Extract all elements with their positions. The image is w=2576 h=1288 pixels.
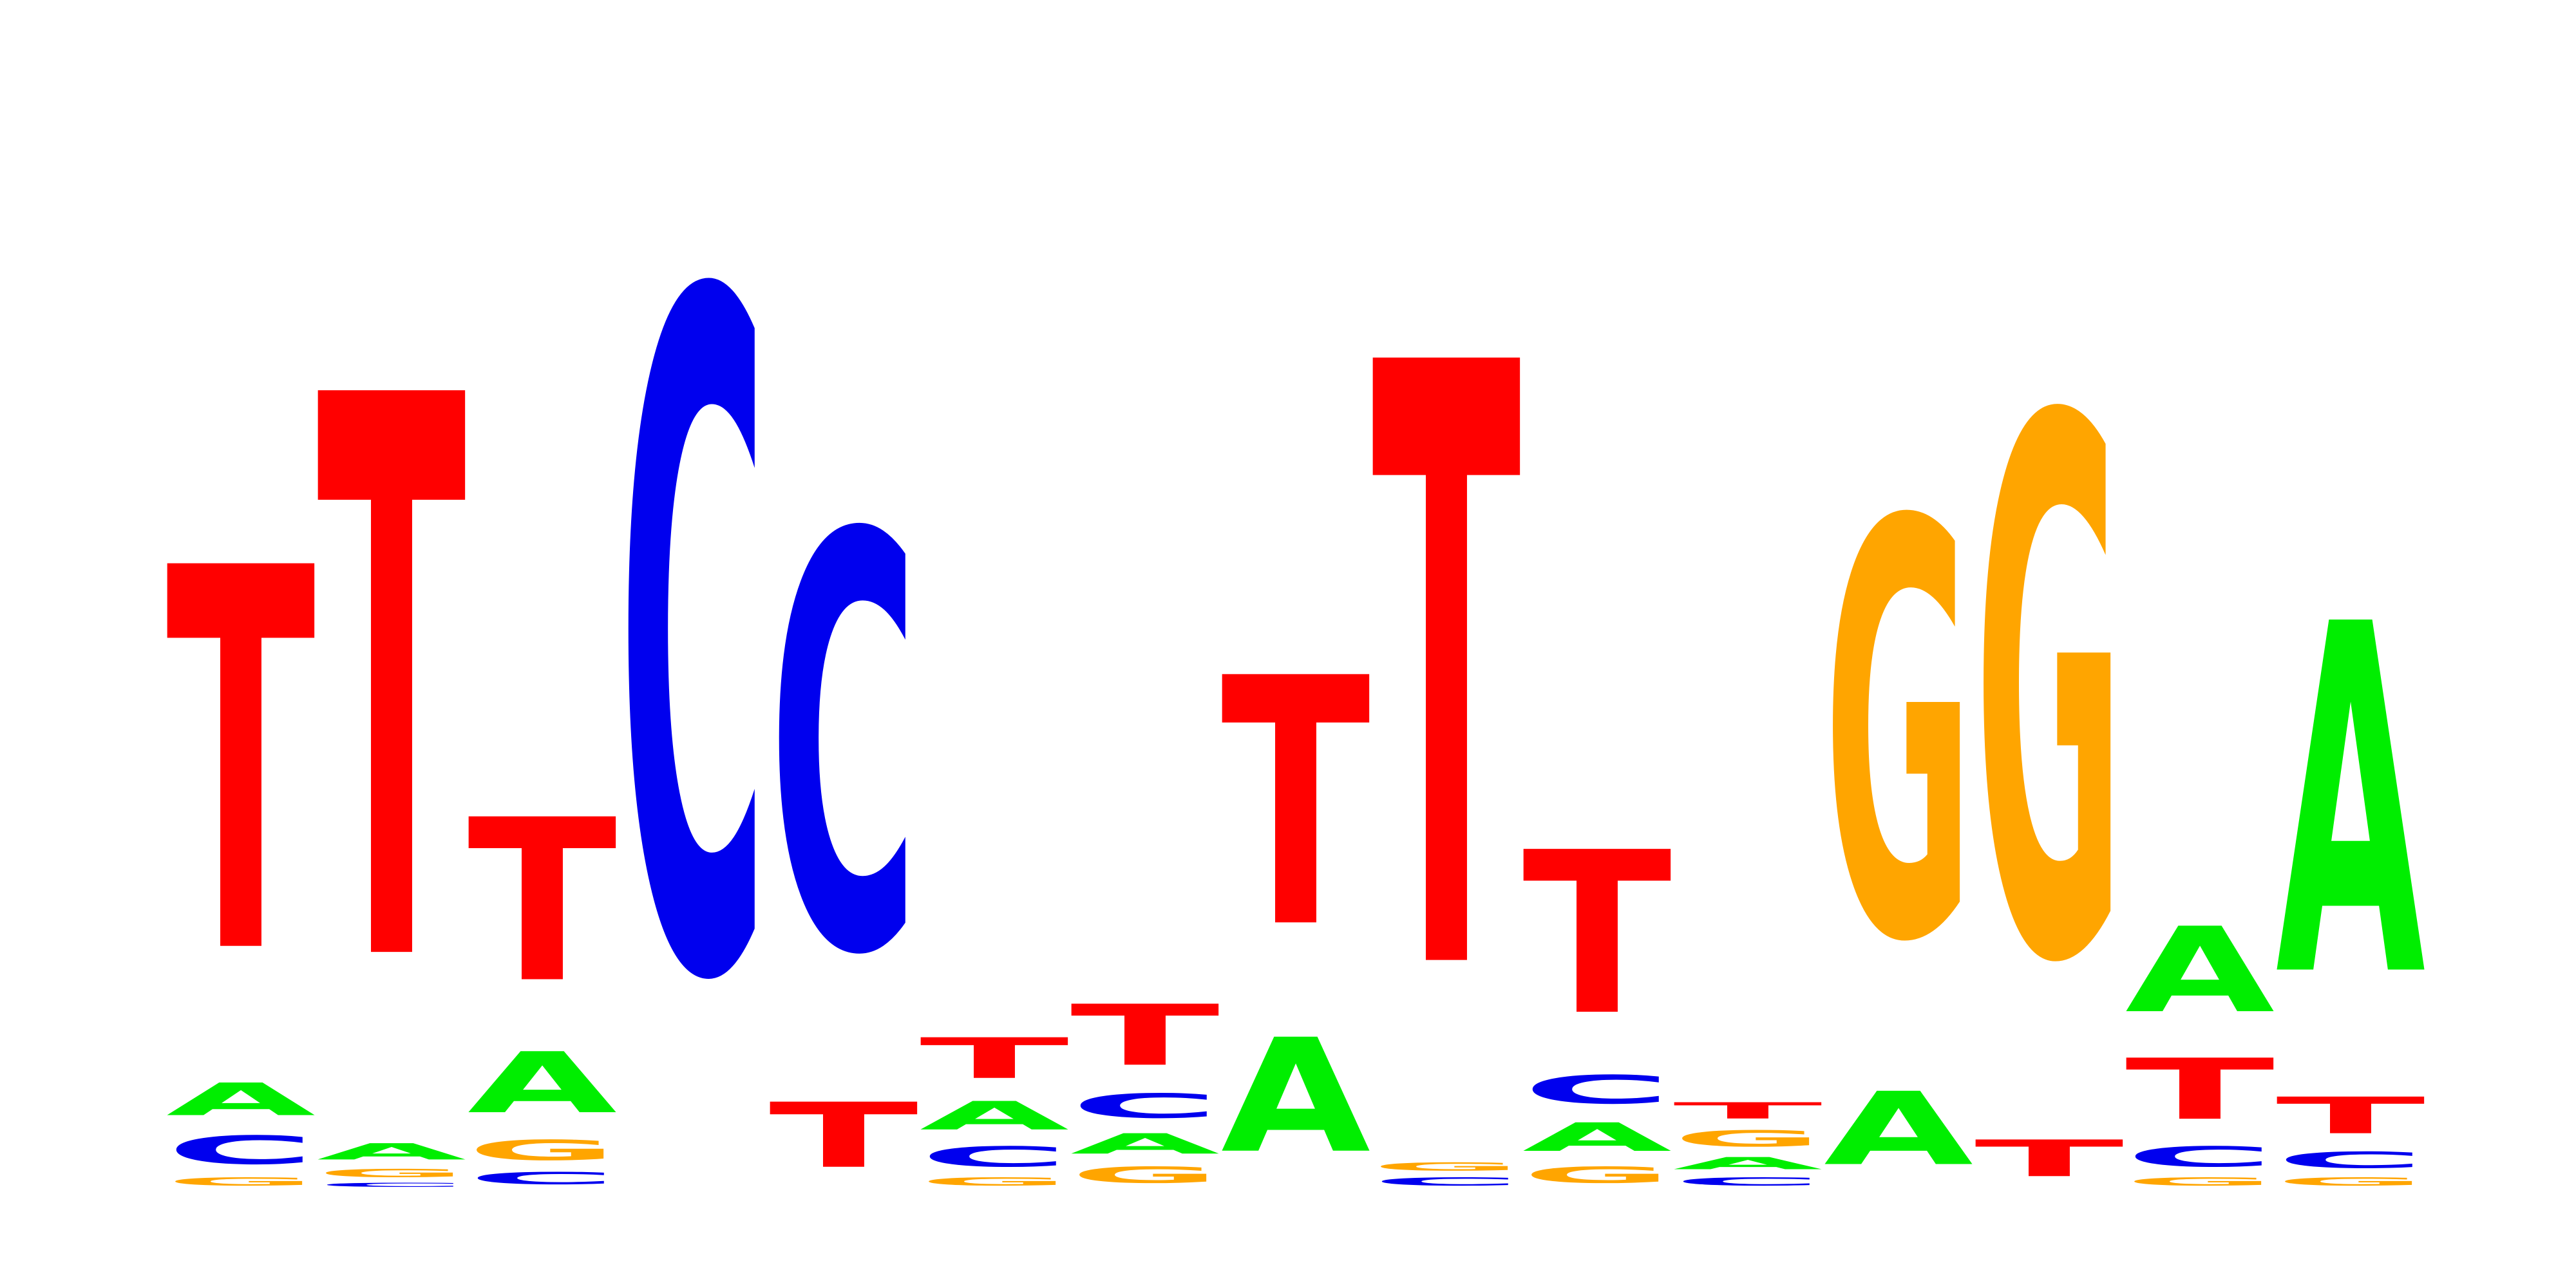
logo-letter-a: A xyxy=(1824,1071,1973,1188)
logo-letter-g: G xyxy=(1975,267,2124,1125)
logo-column-5: TC xyxy=(769,417,920,1188)
logo-letter-t: T xyxy=(1221,606,1372,1003)
logo-letter-c: C xyxy=(1070,1087,1220,1126)
logo-column-9: CGT xyxy=(1372,194,1522,1188)
logo-letter-a: A xyxy=(1070,1128,1220,1160)
logo-letter-t: T xyxy=(1522,804,1673,1065)
logo-letter-t: T xyxy=(317,238,468,1135)
logo-letter-a: A xyxy=(166,1074,316,1126)
logo-letter-c: C xyxy=(468,1169,617,1188)
logo-letter-g: G xyxy=(2276,1175,2425,1188)
logo-letter-g: G xyxy=(920,1175,1069,1188)
logo-letter-t: T xyxy=(769,1084,920,1188)
logo-letter-c: C xyxy=(920,1141,1069,1173)
logo-letter-c: C xyxy=(1522,1067,1672,1113)
logo-letter-a: A xyxy=(468,1035,617,1132)
logo-letter-a: A xyxy=(1673,1154,1823,1173)
logo-letter-c: C xyxy=(1673,1175,1823,1188)
logo-letter-g: G xyxy=(468,1134,617,1167)
logo-letter-t: T xyxy=(468,772,618,1032)
logo-letter-g: G xyxy=(1070,1162,1220,1188)
logo-letter-g: G xyxy=(1372,1160,1521,1173)
logo-letter-c: C xyxy=(769,417,918,1080)
logo-letter-t: T xyxy=(2125,1041,2276,1139)
logo-column-12: AG xyxy=(1824,404,1973,1188)
logo-letter-g: G xyxy=(2125,1175,2275,1188)
logo-letter-c: C xyxy=(618,106,768,1184)
logo-letter-c: C xyxy=(2276,1147,2425,1173)
logo-letter-t: T xyxy=(1070,987,1221,1085)
logo-letter-c: C xyxy=(2125,1141,2275,1173)
logo-letter-a: A xyxy=(1522,1115,1672,1160)
logo-letter-c: C xyxy=(166,1128,316,1173)
logo-letter-g: G xyxy=(1673,1126,1823,1151)
logo-letter-g: G xyxy=(317,1167,466,1180)
logo-letter-c: C xyxy=(1372,1175,1521,1188)
logo-letter-g: G xyxy=(1522,1162,1672,1188)
logo-letter-a: A xyxy=(2125,903,2275,1039)
logo-letter-t: T xyxy=(2276,1087,2425,1146)
logo-letter-t: T xyxy=(1372,194,1522,1155)
logo-letter-t: T xyxy=(166,459,317,1070)
logo-letter-t: T xyxy=(1975,1130,2124,1188)
logo-letter-c: C xyxy=(317,1182,466,1188)
logo-column-8: AT xyxy=(1221,606,1372,1188)
logo-column-13: TG xyxy=(1975,267,2124,1188)
logo-letter-t: T xyxy=(1673,1098,1823,1124)
logo-letter-g: G xyxy=(166,1175,316,1188)
logo-letter-a: A xyxy=(1221,1006,1372,1188)
logo-letter-a: A xyxy=(317,1139,466,1164)
logo-letter-g: G xyxy=(1824,404,1973,1067)
logo-letter-t: T xyxy=(920,1026,1069,1091)
logo-letter-a: A xyxy=(2276,525,2427,1083)
logo-letter-a: A xyxy=(920,1094,1069,1139)
logo-column-4: C xyxy=(618,106,768,1184)
